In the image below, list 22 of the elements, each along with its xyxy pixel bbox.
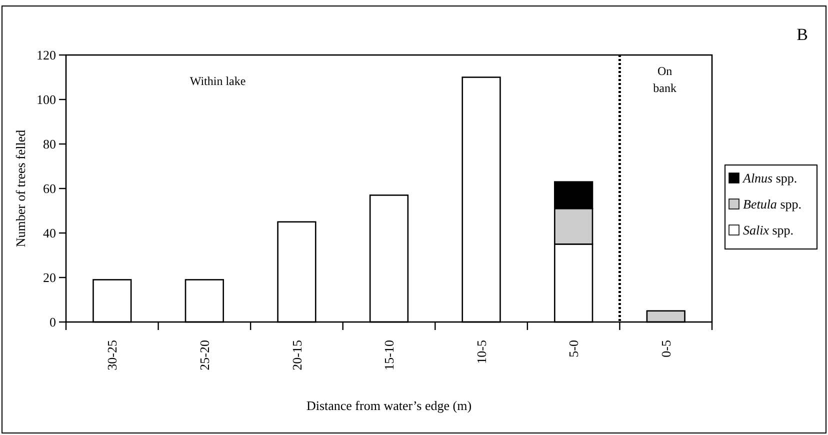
x-axis-title: Distance from water’s edge (m) [306,398,472,413]
x-tick-label: 5-0 [566,340,582,358]
y-tick-label: 20 [43,270,56,286]
y-axis-title: Number of trees felled [13,129,28,248]
y-tick-label: 60 [43,181,56,196]
y-tick-label: 0 [50,314,56,330]
x-tick-label: 25-20 [196,340,212,370]
y-tick-label: 100 [36,92,56,108]
annotation: Within lake [190,74,246,88]
x-tick-label: 0-5 [658,340,674,358]
x-tick-label: 10-5 [474,340,489,364]
legend-label: Betula spp. [743,196,802,212]
y-tick-label: 80 [43,136,56,152]
x-tick-label: 15-10 [382,340,397,370]
legend-label: Salix spp. [743,222,794,238]
x-tick-label: 30-25 [104,340,120,370]
legend-label: Alnus spp. [742,170,798,186]
text: B [796,25,808,44]
annotation: On bank [653,64,677,95]
y-tick-label: 120 [36,48,56,63]
x-tick-label: 20-15 [289,340,304,370]
y-tick-label: 40 [43,226,56,241]
